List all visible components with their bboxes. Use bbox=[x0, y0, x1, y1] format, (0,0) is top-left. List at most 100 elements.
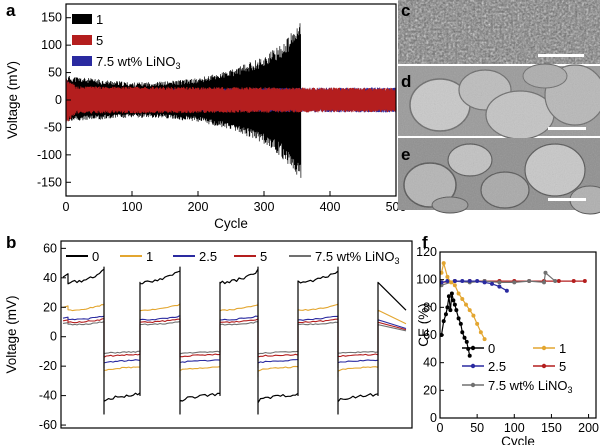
series-2-point bbox=[504, 288, 509, 293]
legend-marker-4 bbox=[470, 382, 476, 388]
series-1-point bbox=[441, 261, 446, 266]
legend-label-2: 2.5 bbox=[488, 359, 506, 374]
y-tick-label: 40 bbox=[423, 356, 437, 370]
series-0-point bbox=[458, 321, 463, 326]
y-axis-label: Voltage (mV) bbox=[4, 295, 19, 373]
sem-image-c bbox=[398, 0, 600, 64]
series-1-point bbox=[449, 280, 454, 285]
series-0-point bbox=[456, 316, 461, 321]
y-tick-label: 20 bbox=[43, 300, 57, 314]
series-0-point bbox=[449, 291, 454, 296]
x-tick-label: 100 bbox=[504, 421, 525, 435]
legend-swatch-0 bbox=[72, 14, 92, 24]
series-2-point bbox=[460, 279, 465, 284]
x-tick-label: 0 bbox=[63, 200, 70, 214]
series-1-point bbox=[464, 302, 468, 307]
series-4-point bbox=[512, 280, 517, 285]
scale-bar-d bbox=[548, 127, 586, 130]
legend-label-2: 7.5 wt% LiNO3 bbox=[96, 54, 181, 71]
legend-marker-3 bbox=[541, 363, 547, 369]
panel-label-b: b bbox=[6, 233, 16, 252]
series-2-point bbox=[482, 280, 487, 285]
y-tick-label: -50 bbox=[44, 120, 62, 134]
legend-label-2: 2.5 bbox=[199, 249, 217, 264]
series-0-point bbox=[452, 302, 457, 307]
legend-swatch-1 bbox=[72, 35, 92, 45]
legend-swatch-2 bbox=[72, 56, 92, 66]
series-2-point bbox=[452, 279, 457, 284]
y-tick-label: -100 bbox=[37, 148, 62, 162]
series-1-point bbox=[452, 283, 457, 288]
y-axis-label: CE (%) bbox=[416, 303, 431, 347]
legend-label-0: 1 bbox=[96, 12, 103, 27]
legend-label-1: 5 bbox=[96, 33, 103, 48]
series-1-trace bbox=[65, 76, 397, 123]
panel-label-e: e bbox=[401, 145, 410, 164]
legend-label-4: 7.5 wt% LiNO3 bbox=[315, 249, 400, 266]
x-tick-label: 100 bbox=[122, 200, 143, 214]
y-tick-label: -20 bbox=[39, 359, 57, 373]
x-tick-label: 0 bbox=[437, 421, 444, 435]
legend-label-0: 0 bbox=[488, 341, 495, 356]
series-2-point bbox=[490, 281, 494, 286]
x-tick-label: 300 bbox=[254, 200, 275, 214]
series-0-point bbox=[443, 312, 448, 317]
series-1-point bbox=[478, 330, 483, 335]
series-0-point bbox=[467, 353, 472, 358]
x-tick-label: 150 bbox=[541, 421, 562, 435]
y-tick-label: 150 bbox=[41, 11, 62, 25]
y-tick-label: 40 bbox=[43, 271, 57, 285]
legend-marker-2 bbox=[470, 363, 476, 369]
series-2-point bbox=[475, 279, 480, 284]
series-0-point bbox=[445, 305, 450, 310]
series-2-trace bbox=[62, 314, 407, 369]
y-tick-label: 50 bbox=[48, 66, 62, 80]
legend-marker-0 bbox=[470, 345, 476, 351]
y-tick-label: -150 bbox=[37, 175, 62, 189]
x-tick-label: 400 bbox=[320, 200, 341, 214]
y-tick-label: 0 bbox=[50, 330, 57, 344]
series-0-point bbox=[446, 294, 451, 299]
y-tick-label: 0 bbox=[55, 93, 62, 107]
series-0-point bbox=[454, 308, 459, 313]
x-tick-label: 200 bbox=[188, 200, 209, 214]
series-1-point bbox=[475, 321, 480, 326]
series-0-point bbox=[462, 335, 467, 340]
y-tick-label: 100 bbox=[416, 273, 437, 287]
series-0-point bbox=[451, 298, 456, 303]
series-1-point bbox=[456, 291, 461, 296]
series-1-point bbox=[482, 337, 487, 342]
x-tick-label: 50 bbox=[470, 421, 484, 435]
series-1-trace bbox=[62, 302, 407, 378]
legend-label-3: 5 bbox=[559, 359, 566, 374]
y-tick-label: 120 bbox=[416, 245, 437, 259]
y-tick-label: 80 bbox=[423, 300, 437, 314]
series-0-point bbox=[460, 330, 465, 335]
series-2-point bbox=[445, 279, 450, 284]
legend-label-1: 1 bbox=[146, 249, 153, 264]
x-axis-label: Cycle bbox=[214, 216, 248, 231]
series-1-point bbox=[460, 297, 465, 302]
legend-label-4: 7.5 wt% LiNO3 bbox=[488, 378, 573, 395]
series-4-point bbox=[553, 279, 558, 284]
legend-label-0: 0 bbox=[92, 249, 99, 264]
y-tick-label: -60 bbox=[39, 418, 57, 432]
panel-label-d: d bbox=[401, 72, 411, 91]
y-tick-label: -40 bbox=[39, 389, 57, 403]
series-1-point bbox=[471, 313, 476, 318]
series-3-point bbox=[571, 279, 576, 284]
x-axis-label: Cycle bbox=[501, 434, 535, 445]
y-tick-label: 100 bbox=[41, 38, 62, 52]
series-1-point bbox=[445, 274, 450, 279]
axes-frame bbox=[60, 240, 413, 429]
series-4-trace bbox=[62, 320, 407, 358]
series-0-point bbox=[441, 319, 446, 324]
x-tick-label: 200 bbox=[578, 421, 599, 435]
y-tick-label: 20 bbox=[423, 383, 437, 397]
panel-label-a: a bbox=[6, 1, 16, 20]
series-0-trace bbox=[62, 266, 407, 415]
sem-image-e bbox=[398, 138, 600, 215]
series-4-point bbox=[543, 270, 548, 275]
